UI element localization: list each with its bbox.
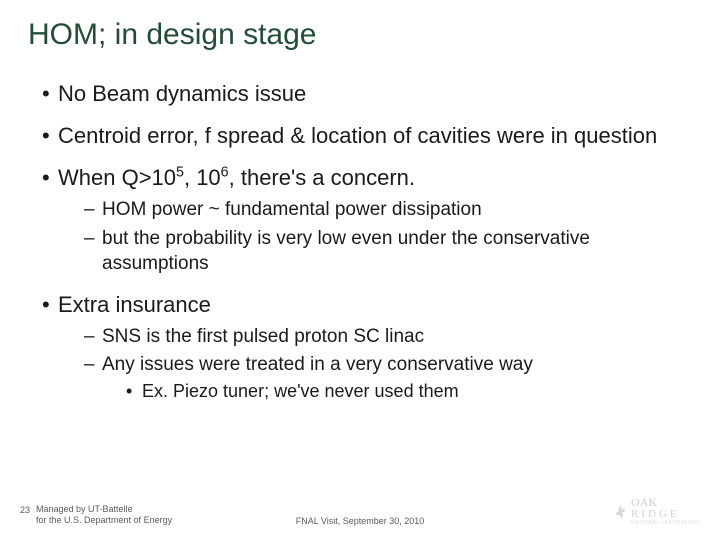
logo-line2: RIDGE [631,508,680,520]
bullet-list: No Beam dynamics issue Centroid error, f… [28,80,692,403]
managed-line: Managed by UT-Battelle [36,504,172,515]
slide-title: HOM; in design stage [28,18,692,52]
managed-line: for the U.S. Department of Energy [36,515,172,526]
sub-bullet-text: Any issues were treated in a very conser… [102,354,533,375]
sub-bullet-list: HOM power ~ fundamental power dissipatio… [58,198,692,276]
slide: HOM; in design stage No Beam dynamics is… [0,0,720,540]
sub-bullet-item: but the probability is very low even und… [84,227,692,276]
footer: 23 Managed by UT-Battelle for the U.S. D… [20,497,700,526]
footer-logo: OAK RIDGE NATIONAL LABORATORY [613,497,700,526]
oak-leaf-icon [613,504,629,520]
bullet-text: , there's a concern. [229,165,415,190]
page-number: 23 [20,504,30,515]
sub-bullet-item: SNS is the first pulsed proton SC linac [84,325,692,350]
bullet-item: Extra insurance SNS is the first pulsed … [42,291,692,404]
sub2-bullet-list: Ex. Piezo tuner; we've never used them [102,380,692,403]
sub-bullet-item: Any issues were treated in a very conser… [84,353,692,403]
footer-center: FNAL Visit, September 30, 2010 [296,516,425,526]
bullet-text: When Q>10 [58,165,176,190]
sub-bullet-list: SNS is the first pulsed proton SC linac … [58,325,692,404]
superscript: 5 [176,165,184,181]
logo-subtitle: NATIONAL LABORATORY [631,520,700,526]
superscript: 6 [221,165,229,181]
sub-bullet-item: HOM power ~ fundamental power dissipatio… [84,198,692,223]
bullet-text: , 10 [184,165,221,190]
managed-by: Managed by UT-Battelle for the U.S. Depa… [36,504,172,526]
bullet-item: When Q>105, 106, there's a concern. HOM … [42,164,692,276]
bullet-text: Extra insurance [58,292,211,317]
logo-text: OAK RIDGE NATIONAL LABORATORY [631,497,700,526]
sub2-bullet-item: Ex. Piezo tuner; we've never used them [126,380,692,403]
footer-left: 23 Managed by UT-Battelle for the U.S. D… [20,504,172,526]
bullet-item: Centroid error, f spread & location of c… [42,122,692,150]
bullet-item: No Beam dynamics issue [42,80,692,108]
